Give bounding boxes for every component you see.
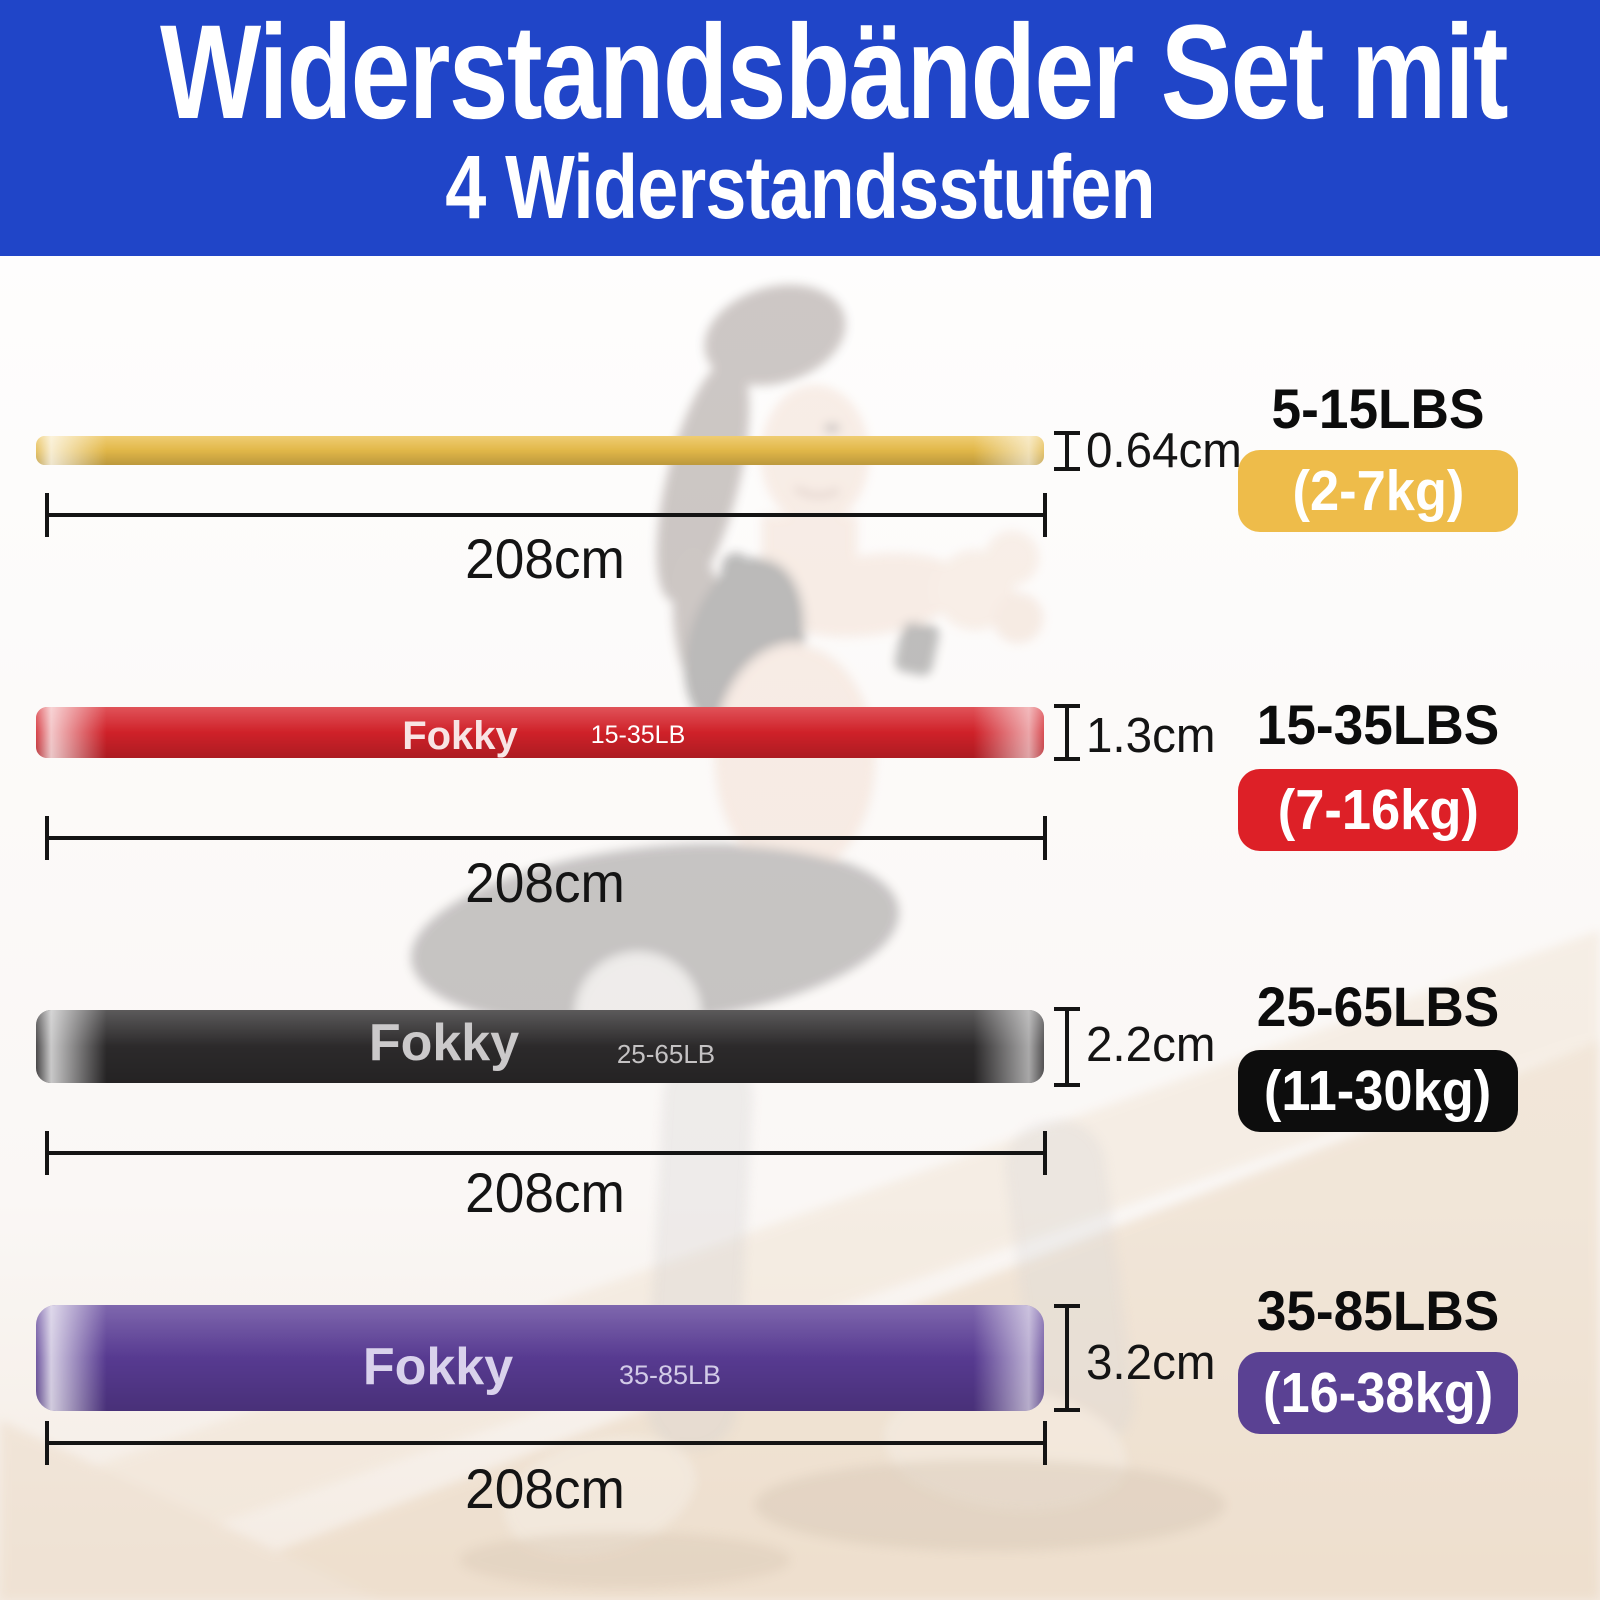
resistance-lbs-red: 15-35LBS	[1256, 693, 1500, 756]
resistance-lbs-purple: 35-85LBS	[1256, 1279, 1500, 1342]
resistance-kg-text-purple: (16-38kg)	[1262, 1361, 1494, 1425]
header-banner: Widerstandsbänder Set mit 4 Widerstandss…	[0, 0, 1600, 256]
length-label-black: 208cm	[465, 1161, 625, 1224]
page-subtitle: 4 Widerstandsstufen	[445, 138, 1155, 238]
band-purple	[36, 1305, 1044, 1411]
resistance-kg-text-red: (7-16kg)	[1277, 778, 1479, 842]
length-label-red: 208cm	[465, 851, 625, 914]
bra-strap	[702, 552, 750, 722]
length-label-purple: 208cm	[465, 1457, 625, 1520]
band-yellow	[36, 436, 1044, 465]
resistance-lbs-yellow: 5-15LBS	[1271, 377, 1485, 440]
hand-finger	[985, 531, 1039, 585]
thickness-indicator-purple	[1054, 1304, 1080, 1412]
thigh-leggings	[411, 843, 899, 1027]
hand-finger-2	[993, 593, 1043, 643]
arm	[775, 553, 965, 637]
eye	[823, 422, 841, 434]
smile	[793, 484, 841, 499]
thickness-label-yellow: 0.64cm	[1086, 424, 1242, 478]
resistance-kg-badge-yellow: (2-7kg)	[1238, 450, 1518, 532]
length-dimension-line-purple	[45, 1421, 1047, 1465]
resistance-lbs-black: 25-65LBS	[1256, 975, 1500, 1038]
resistance-kg-text-yellow: (2-7kg)	[1292, 459, 1464, 523]
shadow-right	[755, 1459, 1225, 1551]
thickness-label-red: 1.3cm	[1086, 709, 1216, 763]
torso	[715, 645, 875, 875]
ponytail	[656, 358, 750, 602]
thickness-label-black: 2.2cm	[1086, 1018, 1216, 1072]
thickness-indicator-yellow	[1054, 431, 1080, 471]
band-black	[36, 1010, 1044, 1083]
thickness-indicator-black	[1054, 1007, 1080, 1087]
length-dimension-line-yellow	[45, 493, 1047, 537]
wrist-watch	[894, 620, 940, 676]
resistance-kg-text-black: (11-30kg)	[1264, 1059, 1492, 1123]
length-label-yellow: 208cm	[465, 527, 625, 590]
band-red	[36, 707, 1044, 758]
shadow-left	[460, 1532, 790, 1588]
resistance-kg-badge-purple: (16-38kg)	[1238, 1352, 1518, 1434]
shoe-left	[503, 1435, 697, 1555]
resistance-kg-badge-black: (11-30kg)	[1238, 1050, 1518, 1132]
length-dimension-line-red	[45, 816, 1047, 860]
hair-top	[704, 284, 846, 386]
resistance-kg-badge-red: (7-16kg)	[1238, 769, 1518, 851]
page-title: Widerstandsbänder Set mit	[160, 0, 1509, 147]
thickness-indicator-red	[1054, 704, 1080, 761]
thickness-label-purple: 3.2cm	[1086, 1336, 1216, 1390]
length-dimension-line-black	[45, 1131, 1047, 1175]
